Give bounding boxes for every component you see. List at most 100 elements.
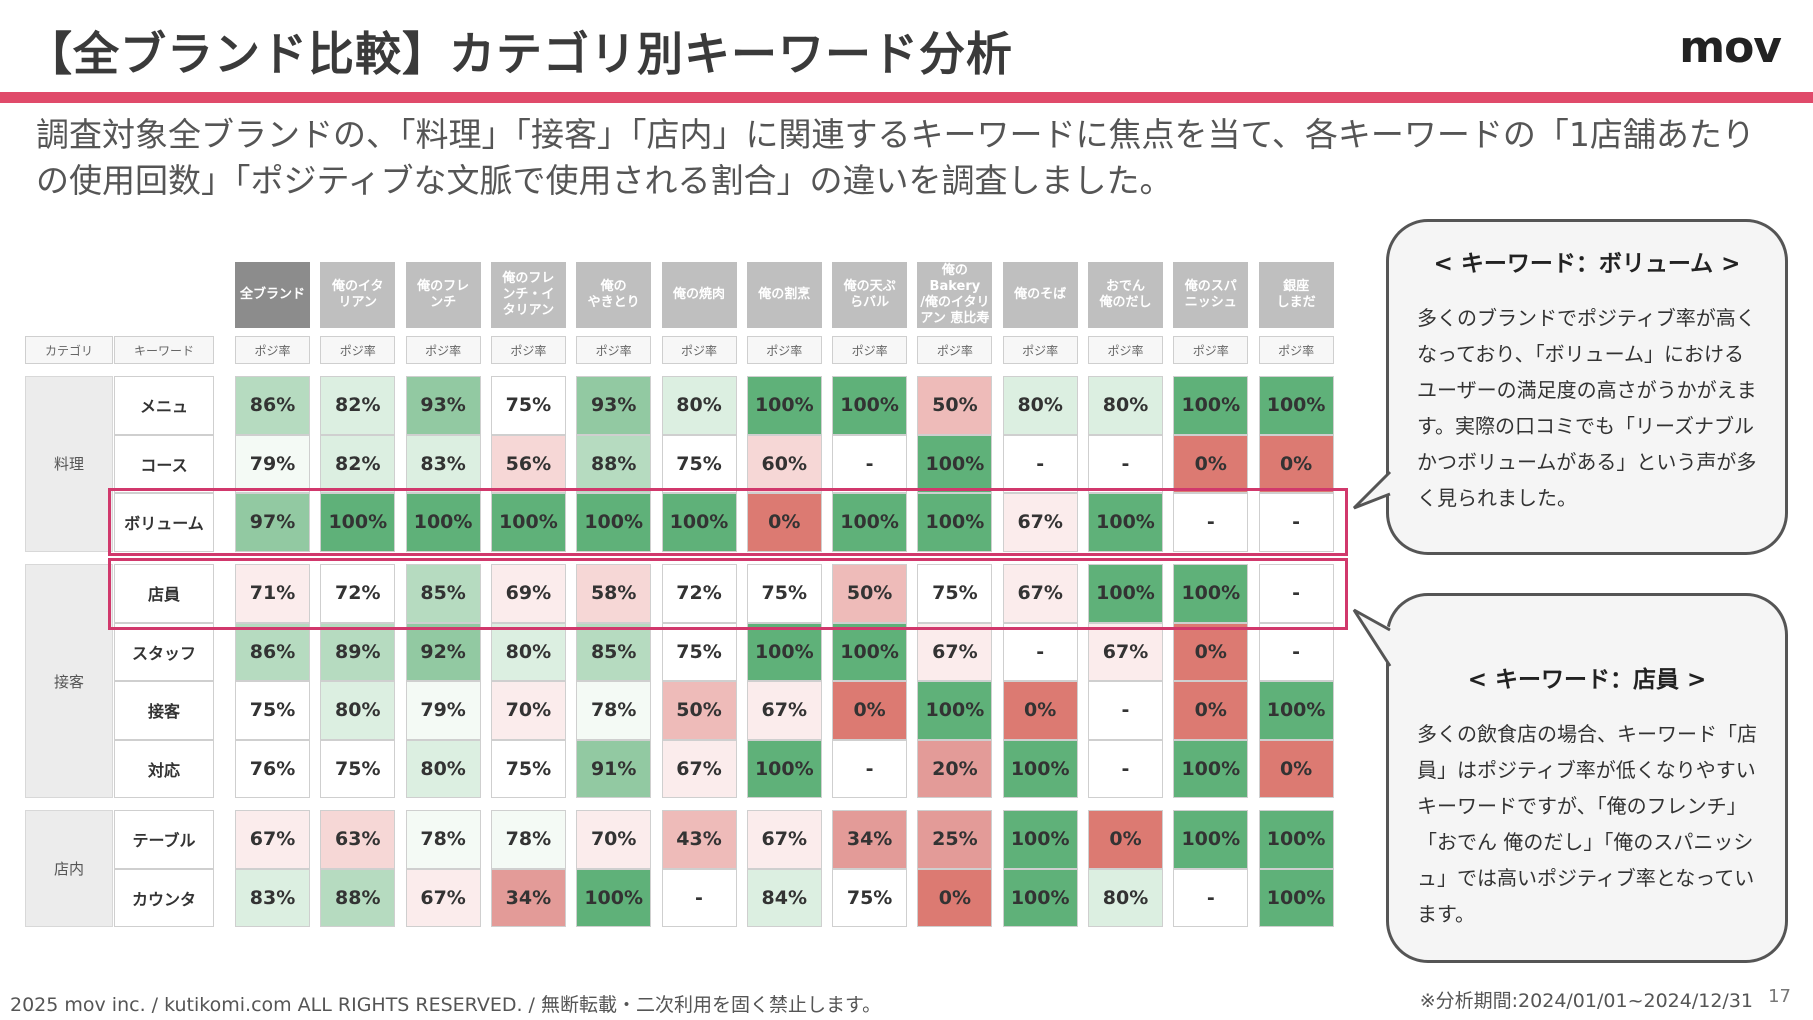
- positive-rate-header: ポジ率: [832, 336, 908, 364]
- rate-cell: 100%: [1002, 868, 1078, 927]
- rate-cell: 67%: [1002, 564, 1078, 623]
- rate-cell: 100%: [490, 493, 566, 552]
- rate-cell: 58%: [576, 564, 652, 623]
- positive-rate-header: ポジ率: [1173, 336, 1249, 364]
- rate-cell: 0%: [1173, 681, 1249, 740]
- rate-cell: 91%: [576, 739, 652, 798]
- rate-cell: 0%: [1258, 434, 1334, 493]
- rate-cell: 100%: [1173, 739, 1249, 798]
- rate-cell: 75%: [320, 739, 396, 798]
- rate-cell: 100%: [1258, 810, 1334, 869]
- callout-staff-pointer: [1352, 608, 1392, 668]
- rate-cell: 67%: [405, 868, 481, 927]
- rate-cell: 0%: [1173, 434, 1249, 493]
- keyword-label: コース: [114, 434, 214, 493]
- callout-staff: < キーワード：店員 > 多くの飲食店の場合、キーワード「店員」はポジティブ率が…: [1386, 593, 1788, 963]
- brand-header: 俺のスパ ニッシュ: [1173, 262, 1249, 328]
- rate-cell: 100%: [1002, 739, 1078, 798]
- rate-cell: 80%: [405, 739, 481, 798]
- rate-cell: 71%: [235, 564, 310, 623]
- rate-cell: 67%: [917, 622, 993, 681]
- rate-cell: 100%: [661, 493, 737, 552]
- rate-cell: 89%: [320, 622, 396, 681]
- rate-cell: 75%: [832, 868, 908, 927]
- rate-cell: 85%: [576, 622, 652, 681]
- rate-cell: -: [1258, 493, 1334, 552]
- brand-header: 俺のフレ ンチ: [405, 262, 481, 328]
- rate-cell: -: [661, 868, 737, 927]
- rate-cell: 86%: [235, 376, 310, 435]
- category-label: 接客: [25, 564, 113, 798]
- positive-rate-header: ポジ率: [405, 336, 481, 364]
- page-title: 【全ブランド比較】カテゴリ別キーワード分析: [26, 27, 1013, 81]
- rate-cell: 100%: [832, 493, 908, 552]
- positive-rate-header: ポジ率: [1002, 336, 1078, 364]
- category-label: 店内: [25, 810, 113, 927]
- rate-cell: 56%: [490, 434, 566, 493]
- rate-cell: 100%: [1002, 810, 1078, 869]
- rate-cell: 100%: [1258, 681, 1334, 740]
- rate-cell: -: [1002, 622, 1078, 681]
- rate-cell: 75%: [661, 622, 737, 681]
- brand-header: 俺のフレ ンチ・イ タリアン: [490, 262, 566, 328]
- title-divider: [0, 92, 1813, 103]
- rate-cell: -: [1088, 739, 1163, 798]
- rate-cell: 0%: [1088, 810, 1163, 869]
- rate-cell: 67%: [1088, 622, 1163, 681]
- rate-cell: 84%: [746, 868, 822, 927]
- rate-cell: 79%: [405, 681, 481, 740]
- rate-cell: 100%: [746, 376, 822, 435]
- rate-cell: 67%: [746, 681, 822, 740]
- rate-cell: 83%: [405, 434, 481, 493]
- brand-header: 銀座 しまだ: [1258, 262, 1334, 328]
- rate-cell: 100%: [320, 493, 396, 552]
- rate-cell: 75%: [917, 564, 993, 623]
- analysis-period: ※分析期間:2024/01/01~2024/12/31: [1419, 990, 1753, 1012]
- callout-staff-title: < キーワード：店員 >: [1467, 667, 1707, 693]
- rate-cell: 86%: [235, 622, 310, 681]
- highlight-volume-row: [108, 488, 1348, 556]
- rate-cell: 100%: [832, 376, 908, 435]
- footer-copyright: 2025 mov inc. / kutikomi.com ALL RIGHTS …: [10, 994, 882, 1016]
- rate-cell: 100%: [576, 868, 652, 927]
- rate-cell: 100%: [746, 622, 822, 681]
- positive-rate-header: ポジ率: [1258, 336, 1334, 364]
- brand-header: 俺の割烹: [746, 262, 822, 328]
- rate-cell: -: [1173, 868, 1249, 927]
- rate-cell: 20%: [917, 739, 993, 798]
- mov-logo: mov: [1679, 22, 1782, 73]
- keyword-label: 接客: [114, 681, 214, 740]
- keyword-label: テーブル: [114, 810, 214, 869]
- rate-cell: 100%: [1258, 868, 1334, 927]
- rate-cell: 100%: [1173, 810, 1249, 869]
- rate-cell: 75%: [490, 376, 566, 435]
- rate-cell: 63%: [320, 810, 396, 869]
- brand-header: おでん 俺のだし: [1088, 262, 1163, 328]
- rate-cell: 50%: [661, 681, 737, 740]
- brand-header: 俺のそば: [1002, 262, 1078, 328]
- rate-cell: 75%: [235, 681, 310, 740]
- rate-cell: 82%: [320, 376, 396, 435]
- rate-cell: 100%: [1173, 376, 1249, 435]
- positive-rate-header: ポジ率: [1088, 336, 1163, 364]
- rate-cell: 70%: [576, 810, 652, 869]
- rate-cell: 0%: [746, 493, 822, 552]
- rate-cell: 93%: [405, 376, 481, 435]
- callout-volume-pointer: [1352, 470, 1392, 510]
- rate-cell: 78%: [576, 681, 652, 740]
- rate-cell: -: [1173, 493, 1249, 552]
- rate-cell: 100%: [746, 739, 822, 798]
- rate-cell: -: [1088, 681, 1163, 740]
- callout-volume-title: < キーワード：ボリューム >: [1433, 251, 1741, 277]
- keyword-label: スタッフ: [114, 622, 214, 681]
- rate-cell: 70%: [490, 681, 566, 740]
- rate-cell: -: [832, 739, 908, 798]
- category-label: 料理: [25, 376, 113, 552]
- rate-cell: 100%: [1173, 564, 1249, 623]
- rate-cell: 72%: [320, 564, 396, 623]
- rate-cell: -: [1258, 564, 1334, 623]
- rate-cell: 0%: [1173, 622, 1249, 681]
- page-number: 17: [1768, 986, 1791, 1007]
- rate-cell: 80%: [490, 622, 566, 681]
- brand-header: 俺の やきとり: [576, 262, 652, 328]
